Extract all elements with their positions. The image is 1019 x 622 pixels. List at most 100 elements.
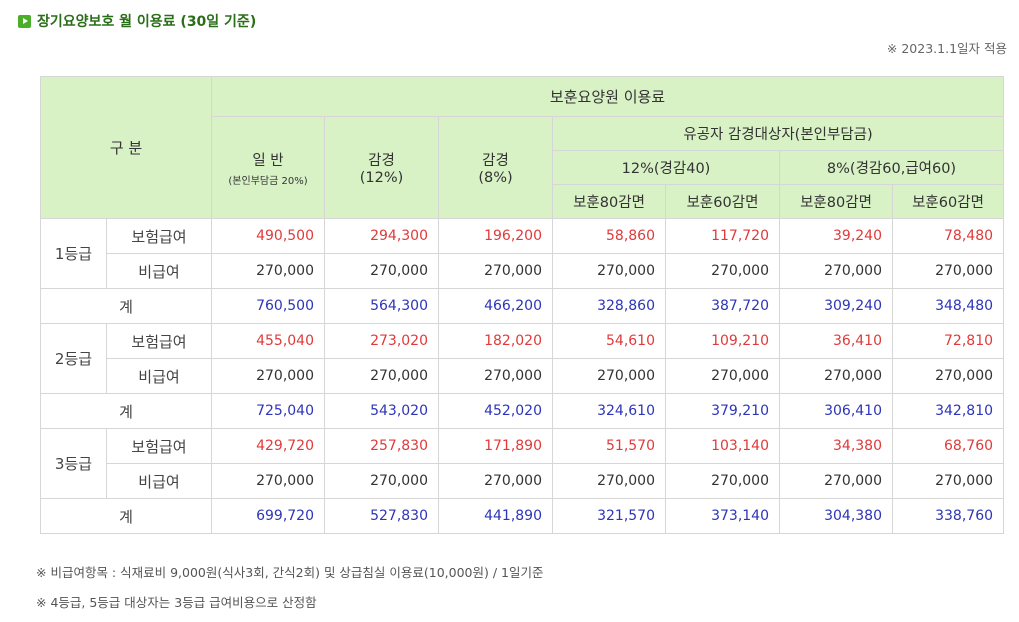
uninsured-amount-cell: 270,000 xyxy=(891,253,1005,289)
insured-amount-cell: 117,720 xyxy=(665,218,780,254)
grade-label: 2등급 xyxy=(40,323,107,394)
total-amount-cell: 725,040 xyxy=(211,393,325,429)
insured-amount-cell: 103,140 xyxy=(665,428,780,464)
uninsured-amount-cell: 270,000 xyxy=(779,253,893,289)
insured-amount-cell: 171,890 xyxy=(438,428,553,464)
insured-label: 보험급여 xyxy=(106,323,212,359)
note-uninsured-items: ※ 비급여항목 : 식재료비 9,000원(식사3회, 간식2회) 및 상급침실… xyxy=(36,565,544,580)
total-amount-cell: 564,300 xyxy=(324,288,439,324)
insured-amount-cell: 109,210 xyxy=(665,323,780,359)
uninsured-label: 비급여 xyxy=(106,253,212,289)
insured-amount-cell: 78,480 xyxy=(891,218,1005,254)
grade-label: 1등급 xyxy=(40,218,107,289)
total-amount-cell: 699,720 xyxy=(211,498,325,534)
total-amount-cell: 324,610 xyxy=(552,393,666,429)
table-row: 2등급 보험급여 455,040 273,020 182,020 54,610 109,21… xyxy=(40,323,1005,394)
uninsured-amount-cell: 270,000 xyxy=(552,253,666,289)
applied-date: ※ 2023.1.1일자 적용 xyxy=(886,41,1007,56)
total-amount-cell: 441,890 xyxy=(438,498,553,534)
total-amount-cell: 304,380 xyxy=(779,498,893,534)
section-title: 장기요양보호 월 이용료 (30일 기준) xyxy=(18,10,256,32)
insured-label: 보험급여 xyxy=(106,218,212,254)
insured-amount-cell: 182,020 xyxy=(438,323,553,359)
total-amount-cell: 373,140 xyxy=(665,498,780,534)
reduced12-header: 감경 (12%) xyxy=(324,116,439,219)
total-label: 계 xyxy=(40,498,212,534)
table-row: 비급여 270,000 270,000 270,000 270,000 270,000 27… xyxy=(41,358,1005,394)
uninsured-amount-cell: 270,000 xyxy=(665,463,780,499)
grade-label: 3등급 xyxy=(40,428,107,499)
uninsured-amount-cell: 270,000 xyxy=(324,253,439,289)
uninsured-label: 비급여 xyxy=(106,358,212,394)
subcol-header: 보훈60감면 xyxy=(891,184,1005,219)
reduced8-header: 감경 (8%) xyxy=(438,116,553,219)
insured-amount-cell: 273,020 xyxy=(324,323,439,359)
section-title-text: 장기요양보호 월 이용료 (30일 기준) xyxy=(37,14,257,30)
insured-amount-cell: 490,500 xyxy=(211,218,325,254)
subcol-header: 보훈60감면 xyxy=(665,184,780,219)
main-group-header: 보훈요양원 이용료 xyxy=(210,76,1005,117)
uninsured-amount-cell: 270,000 xyxy=(324,358,439,394)
insured-amount-cell: 455,040 xyxy=(211,323,325,359)
uninsured-amount-cell: 270,000 xyxy=(211,463,325,499)
insured-label: 보험급여 xyxy=(106,428,212,464)
uninsured-amount-cell: 270,000 xyxy=(891,463,1005,499)
uninsured-amount-cell: 270,000 xyxy=(665,253,780,289)
uninsured-amount-cell: 270,000 xyxy=(438,358,553,394)
total-label: 계 xyxy=(40,288,212,324)
total-amount-cell: 328,860 xyxy=(552,288,666,324)
uninsured-amount-cell: 270,000 xyxy=(324,463,439,499)
insured-amount-cell: 58,860 xyxy=(552,218,666,254)
table-row: 비급여 270,000 270,000 270,000 270,000 270,000 27… xyxy=(41,253,1005,289)
total-amount-cell: 321,570 xyxy=(552,498,666,534)
insured-amount-cell: 68,760 xyxy=(891,428,1005,464)
total-amount-cell: 466,200 xyxy=(438,288,553,324)
play-bullet-icon xyxy=(18,14,31,28)
total-amount-cell: 543,020 xyxy=(324,393,439,429)
total-amount-cell: 379,210 xyxy=(665,393,780,429)
merit-group-header: 유공자 감경대상자(본인부담금) xyxy=(551,116,1005,151)
total-amount-cell: 309,240 xyxy=(779,288,893,324)
total-amount-cell: 527,830 xyxy=(324,498,439,534)
uninsured-amount-cell: 270,000 xyxy=(891,358,1005,394)
subcol-header: 보훈80감면 xyxy=(779,184,893,219)
insured-amount-cell: 196,200 xyxy=(438,218,553,254)
total-amount-cell: 342,810 xyxy=(891,393,1005,429)
general-header-sub: (본인부담금 20%) xyxy=(228,175,308,187)
table-row: 계 725,040 543,020 452,020 324,610 379,210 306,… xyxy=(40,393,1005,429)
total-label: 계 xyxy=(40,393,212,429)
insured-amount-cell: 257,830 xyxy=(324,428,439,464)
uninsured-amount-cell: 270,000 xyxy=(211,253,325,289)
uninsured-amount-cell: 270,000 xyxy=(779,358,893,394)
uninsured-amount-cell: 270,000 xyxy=(665,358,780,394)
general-header-label: 일 반 xyxy=(252,152,284,169)
table-row: 계 760,500 564,300 466,200 328,860 387,720 309,… xyxy=(40,288,1005,324)
table-row: 3등급 보험급여 429,720 257,830 171,890 51,570 103,14… xyxy=(40,428,1005,499)
insured-amount-cell: 51,570 xyxy=(552,428,666,464)
insured-amount-cell: 72,810 xyxy=(891,323,1005,359)
general-header: 일 반 (본인부담금 20%) xyxy=(211,116,325,219)
category-header: 구 분 xyxy=(40,76,212,219)
insured-amount-cell: 39,240 xyxy=(779,218,893,254)
uninsured-amount-cell: 270,000 xyxy=(438,253,553,289)
uninsured-amount-cell: 270,000 xyxy=(438,463,553,499)
total-amount-cell: 760,500 xyxy=(211,288,325,324)
note-grade-calc: ※ 4등급, 5등급 대상자는 3등급 급여비용으로 산정함 xyxy=(36,595,317,610)
fee-table: 구 분 보훈요양원 이용료 일 반 (본인부담금 20%) 감경 (12%) 감… xyxy=(40,76,1005,534)
merit8-header: 8%(경감60,급여60) xyxy=(778,150,1005,185)
uninsured-amount-cell: 270,000 xyxy=(211,358,325,394)
total-amount-cell: 306,410 xyxy=(779,393,893,429)
uninsured-amount-cell: 270,000 xyxy=(779,463,893,499)
insured-amount-cell: 34,380 xyxy=(779,428,893,464)
insured-amount-cell: 36,410 xyxy=(779,323,893,359)
total-amount-cell: 338,760 xyxy=(891,498,1005,534)
total-amount-cell: 387,720 xyxy=(665,288,780,324)
subcol-header: 보훈80감면 xyxy=(552,184,666,219)
uninsured-amount-cell: 270,000 xyxy=(552,463,666,499)
insured-amount-cell: 54,610 xyxy=(552,323,666,359)
merit12-header: 12%(경감40) xyxy=(552,150,780,185)
uninsured-label: 비급여 xyxy=(106,463,212,499)
insured-amount-cell: 429,720 xyxy=(211,428,325,464)
uninsured-amount-cell: 270,000 xyxy=(552,358,666,394)
insured-amount-cell: 294,300 xyxy=(324,218,439,254)
